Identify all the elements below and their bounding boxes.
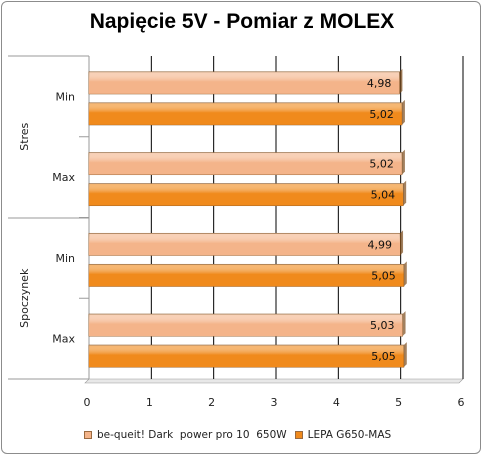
x-tick-label-6: 6 (458, 396, 465, 409)
bar-shine-series-1-4 (89, 314, 403, 337)
group-label-1: Stres (18, 122, 31, 150)
bar-shine-series-2-1 (89, 102, 402, 125)
bar-side-series-2-1 (401, 99, 405, 125)
legend-swatch-series-2 (294, 431, 303, 439)
chart-title: Napięcie 5V - Pomiar z MOLEX (89, 10, 395, 33)
bar-shine-series-1-1 (89, 71, 400, 94)
bar-side-series-2-4 (403, 342, 407, 368)
category-label-3: Min (55, 252, 75, 265)
bar-shine-series-2-4 (89, 345, 404, 368)
legend: be-queit! Dark power pro 10 650W LEPA G6… (84, 427, 399, 443)
group-label-2: Spoczynek (18, 268, 31, 328)
data-label-series-2-4: 5,05 (371, 350, 396, 363)
x-tick-label-0: 0 (84, 396, 91, 409)
data-label-series-1-4: 5,03 (370, 319, 395, 332)
legend-label-series-1: be-queit! Dark power pro 10 650W (97, 429, 287, 441)
x-tick-label-4: 4 (333, 396, 340, 409)
legend-item-series-1: be-queit! Dark power pro 10 650W (84, 429, 287, 441)
plot-floor (84, 378, 464, 384)
x-tick-label-3: 3 (271, 396, 278, 409)
bar-shine-series-1-2 (89, 152, 402, 175)
bar-shine-series-1-3 (89, 233, 401, 256)
bar-side-series-1-4 (402, 311, 406, 337)
data-label-series-1-1: 4,98 (367, 77, 392, 90)
bar-shine-series-2-3 (89, 264, 404, 287)
x-tick-label-2: 2 (208, 396, 215, 409)
category-label-2: Max (52, 171, 75, 184)
bar-side-series-1-3 (400, 230, 404, 256)
legend-label-series-2: LEPA G650-MAS (307, 429, 392, 441)
data-label-series-1-2: 5,02 (369, 158, 394, 171)
category-label-4: Max (52, 333, 75, 346)
bar-side-series-2-3 (403, 261, 407, 287)
x-tick-label-1: 1 (146, 396, 153, 409)
bar-shine-series-2-2 (89, 183, 404, 206)
legend-item-series-2: LEPA G650-MAS (294, 429, 392, 441)
bar-side-series-1-2 (401, 149, 405, 175)
data-label-series-2-3: 5,05 (371, 269, 396, 282)
x-tick-label-5: 5 (395, 396, 402, 409)
data-label-series-1-3: 4,99 (368, 238, 393, 251)
data-label-series-2-1: 5,02 (369, 108, 394, 121)
legend-swatch-series-1 (84, 431, 92, 439)
data-label-series-2-2: 5,04 (371, 189, 396, 202)
bar-side-series-1-1 (399, 68, 403, 94)
bar-side-series-2-2 (403, 180, 407, 206)
category-label-1: Min (55, 90, 75, 103)
